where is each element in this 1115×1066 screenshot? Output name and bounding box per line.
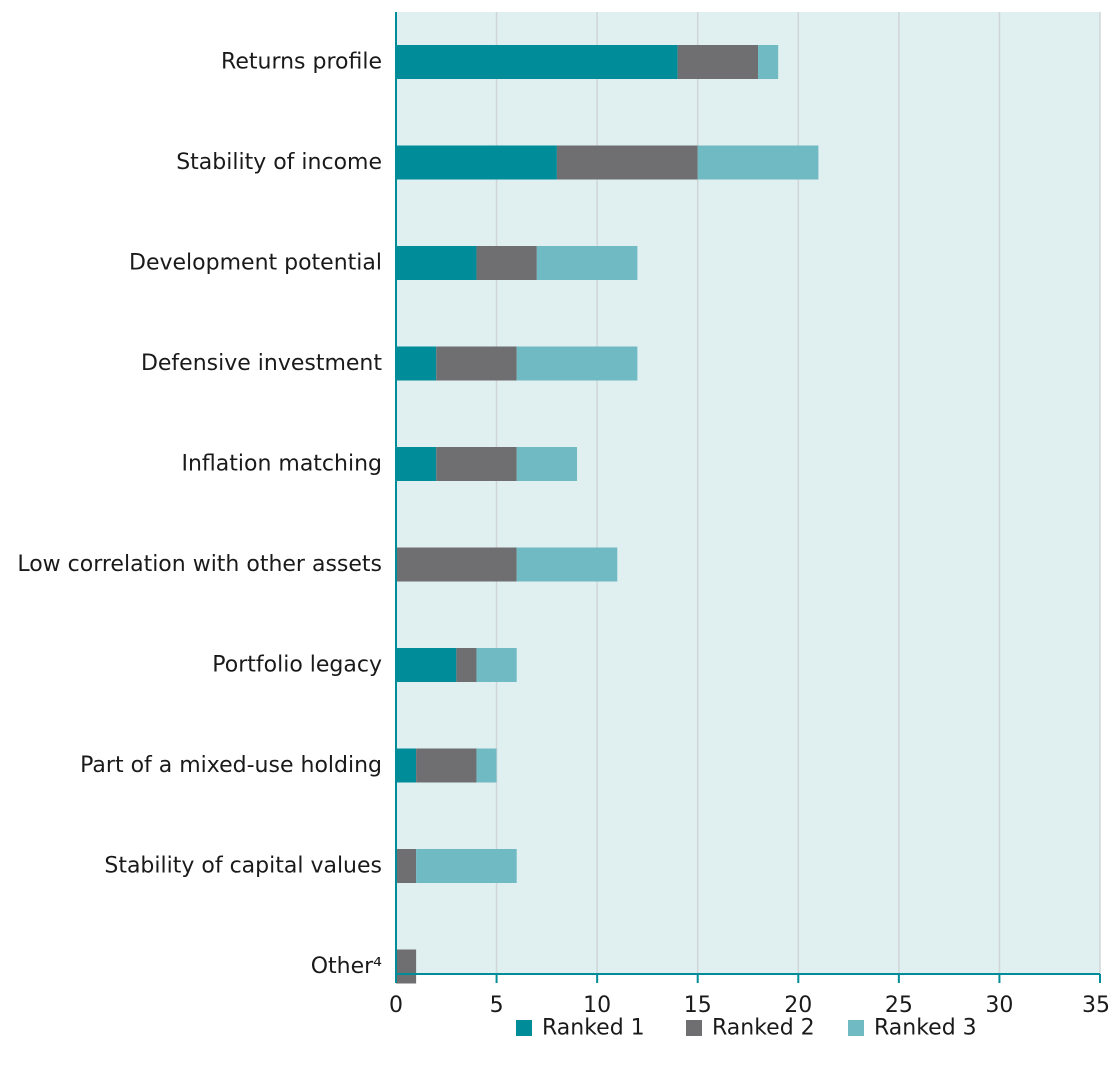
category-label: Returns profile xyxy=(221,50,382,75)
bars xyxy=(396,45,819,984)
category-label: Inflation matching xyxy=(181,452,382,477)
bar-segment xyxy=(456,648,477,682)
x-tick-label: 30 xyxy=(985,993,1013,1018)
bar-segment xyxy=(476,748,497,783)
category-label: Part of a mixed-use holding xyxy=(80,753,382,778)
category-label: Defensive investment xyxy=(141,351,382,376)
legend-swatch xyxy=(516,1020,532,1036)
category-label: Portfolio legacy xyxy=(212,653,382,678)
bar-segment xyxy=(758,45,779,79)
category-label: Development potential xyxy=(129,251,382,276)
bar-segment xyxy=(396,648,457,682)
bar-segment xyxy=(396,547,517,582)
x-tick-label: 5 xyxy=(490,993,504,1018)
legend-label: Ranked 1 xyxy=(542,1016,645,1041)
bar-segment xyxy=(396,748,417,783)
bar-segment xyxy=(396,346,437,381)
x-tick-label: 10 xyxy=(583,993,611,1018)
category-label: Low correlation with other assets xyxy=(17,552,382,577)
bar-segment xyxy=(416,849,517,883)
legend-swatch xyxy=(848,1020,864,1036)
x-tick-label: 25 xyxy=(885,993,913,1018)
x-tick-label: 20 xyxy=(784,993,812,1018)
category-label: Other⁴ xyxy=(311,954,382,979)
bar-segment xyxy=(396,949,417,984)
category-label: Stability of income xyxy=(176,150,382,175)
bar-segment xyxy=(436,346,517,381)
bar-segment xyxy=(516,447,578,481)
legend: Ranked 1 Ranked 2 Ranked 3 xyxy=(516,1016,977,1041)
category-label: Stability of capital values xyxy=(104,854,382,879)
x-tick-label: 35 xyxy=(1082,993,1110,1018)
bar-segment xyxy=(416,748,477,783)
x-tick-labels: 0 5 10 15 20 25 30 35 xyxy=(389,993,1110,1018)
legend-label: Ranked 2 xyxy=(712,1016,815,1041)
bar-segment xyxy=(396,145,557,180)
bar-segment xyxy=(476,246,537,280)
bar-segment xyxy=(556,145,698,180)
legend-swatch xyxy=(686,1020,702,1036)
bar-segment xyxy=(396,45,678,79)
x-tick-label: 15 xyxy=(684,993,712,1018)
bar-segment xyxy=(476,648,517,682)
bar-segment xyxy=(396,447,437,481)
bar-segment xyxy=(436,447,517,481)
bar-segment xyxy=(536,246,638,280)
bar-segment xyxy=(516,346,638,381)
category-labels: Returns profile Stability of income Develo… xyxy=(17,50,382,980)
bar-segment xyxy=(396,246,477,280)
bar-segment xyxy=(697,145,819,180)
bar-segment xyxy=(516,547,618,582)
x-tick-label: 0 xyxy=(389,993,403,1018)
axes xyxy=(395,12,1101,983)
bar-segment xyxy=(396,849,417,883)
bar-segment xyxy=(677,45,759,79)
legend-label: Ranked 3 xyxy=(874,1016,977,1041)
